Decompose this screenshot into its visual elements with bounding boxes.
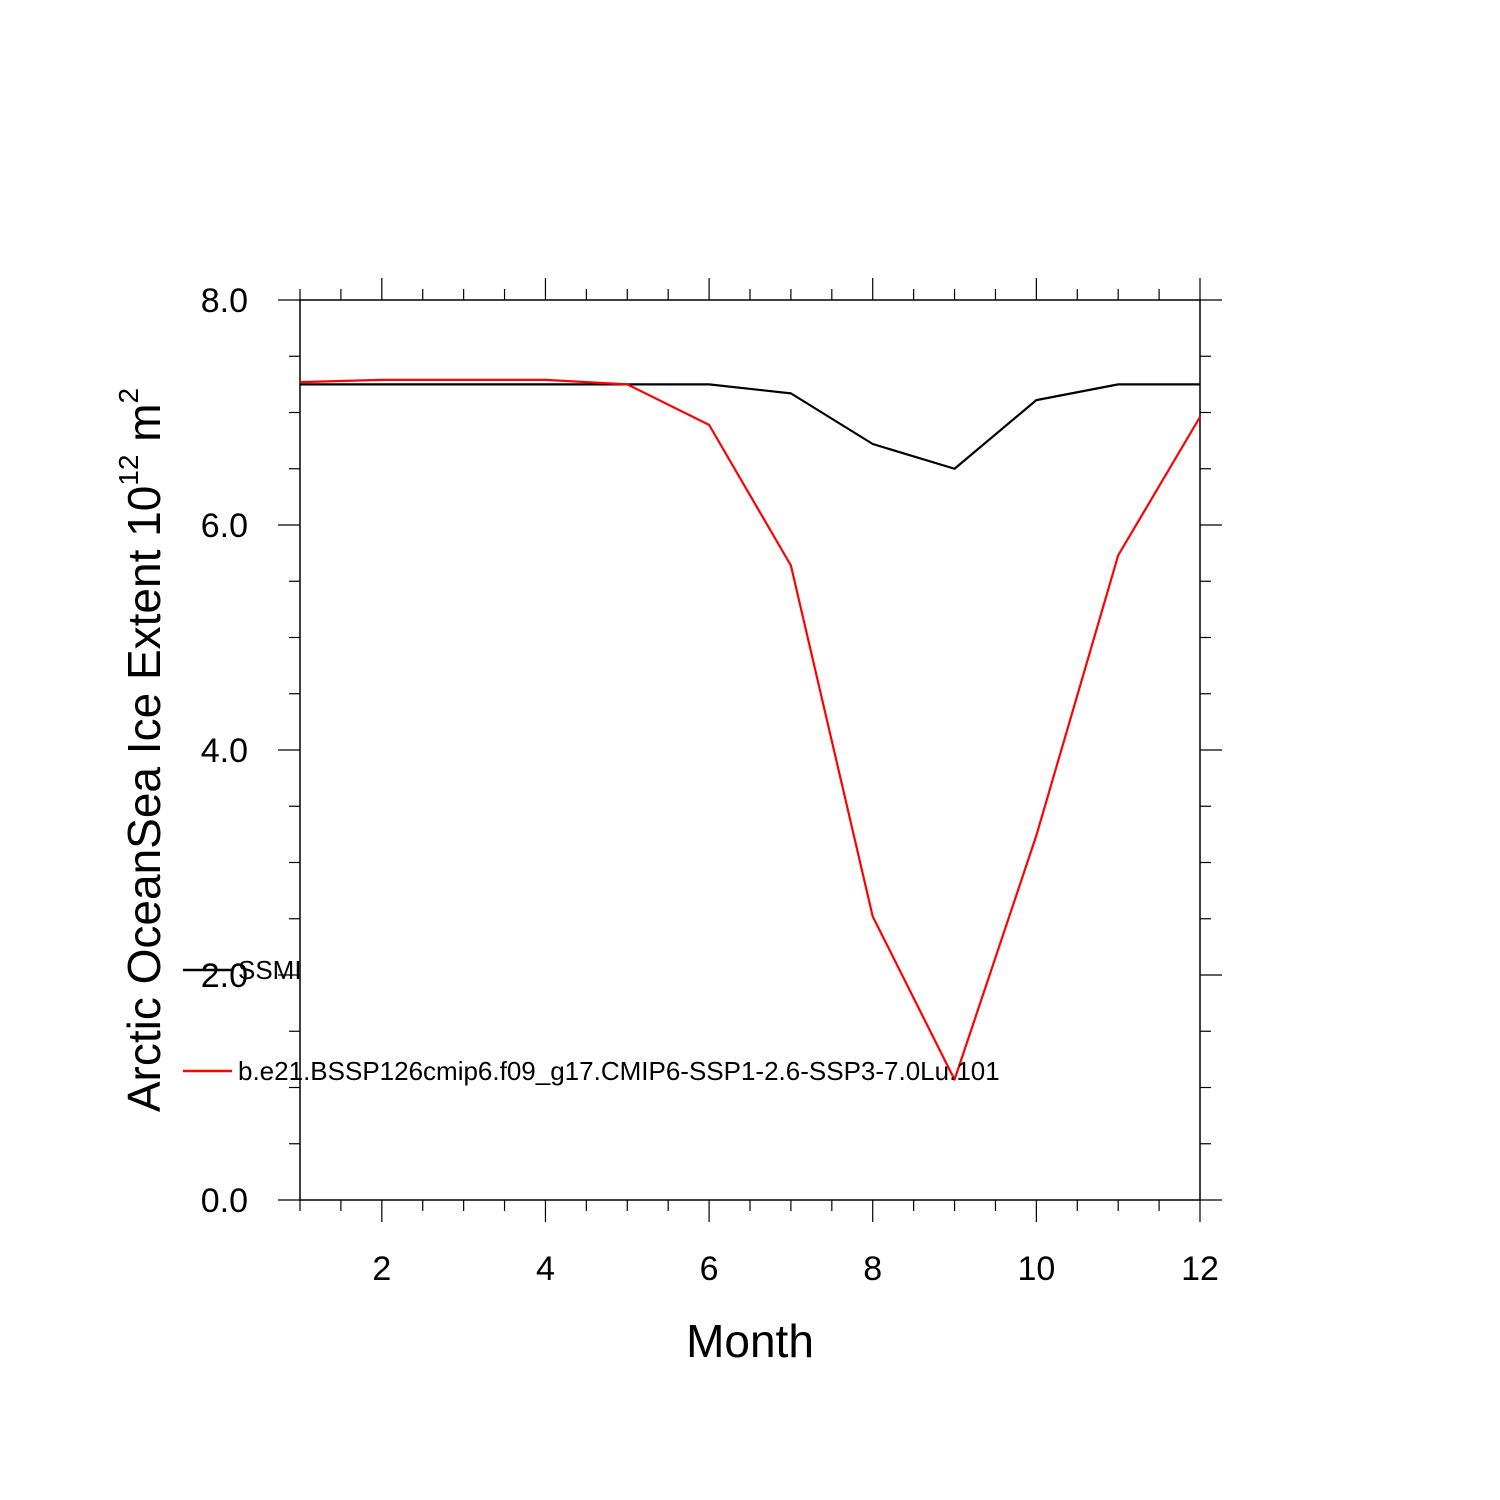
legend-label-ssmi: SSMI <box>238 955 302 985</box>
x-tick-label: 6 <box>700 1250 719 1288</box>
y-axis-title-unit: m <box>118 403 170 454</box>
series-line-ssmi <box>300 383 1200 470</box>
y-tick-label: 2.0 <box>201 957 248 995</box>
y-tick-label: 0.0 <box>201 1182 248 1220</box>
y-axis-title: Arctic OceanSea Ice Extent 1012 m2 <box>113 388 170 1112</box>
svg-text:Arctic OceanSea Ice Extent 101: Arctic OceanSea Ice Extent 1012 m2 <box>113 388 170 1112</box>
series-line-model <box>299 378 1201 1081</box>
axis-ticks <box>278 278 1222 1222</box>
tick-labels: 2 4 6 8 10 12 0.0 2.0 4.0 6.0 8.0 <box>201 282 1219 1288</box>
y-tick-label: 4.0 <box>201 732 248 770</box>
y-tick-label: 6.0 <box>201 507 248 545</box>
y-axis-title-main: Arctic OceanSea Ice Extent 10 <box>118 486 170 1112</box>
legend: SSMI b.e21.BSSP126cmip6.f09_g17.CMIP6-SS… <box>183 955 1000 1086</box>
x-tick-label: 4 <box>536 1250 555 1288</box>
x-tick-label: 2 <box>372 1250 391 1288</box>
series-lines <box>299 378 1201 1081</box>
legend-label-model: b.e21.BSSP126cmip6.f09_g17.CMIP6-SSP1-2.… <box>238 1056 1000 1086</box>
x-tick-label: 8 <box>863 1250 882 1288</box>
x-axis-title: Month <box>686 1315 814 1367</box>
y-tick-label: 8.0 <box>201 282 248 320</box>
y-axis-title-unit-exponent: 2 <box>113 388 144 404</box>
x-tick-label: 10 <box>1017 1250 1055 1288</box>
x-tick-label: 12 <box>1181 1250 1219 1288</box>
y-axis-title-exponent: 12 <box>113 455 144 486</box>
